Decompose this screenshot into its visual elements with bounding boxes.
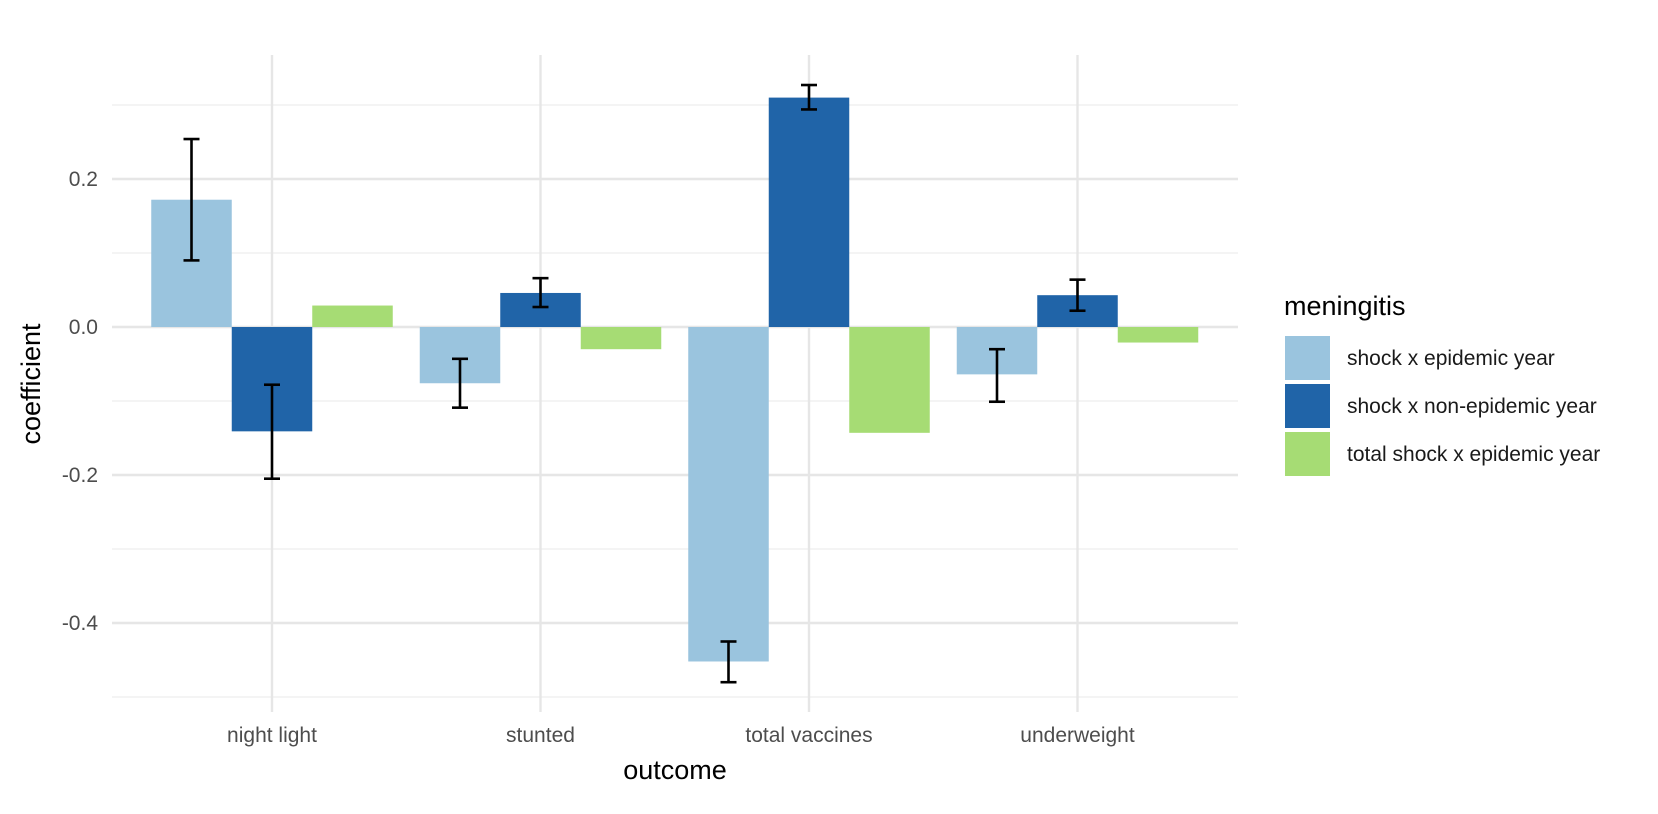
legend-label: shock x non-epidemic year [1347,395,1597,418]
y-axis-ticks: 0.2 0.0 -0.2 -0.4 [62,168,99,635]
x-tick-label: total vaccines [745,724,872,747]
bar [849,327,930,433]
legend-key [1285,432,1330,476]
bar [580,327,662,350]
y-tick-label: 0.2 [69,168,98,191]
legend-key [1285,336,1330,380]
error-bars [183,83,1086,684]
legend-title: meningitis [1284,291,1406,321]
bar [1117,327,1199,343]
legend-label: shock x epidemic year [1347,347,1555,370]
x-tick-label: stunted [506,724,575,747]
x-axis-ticks: night light stunted total vaccines underwei… [227,724,1135,747]
y-tick-label: -0.4 [62,612,99,635]
bar [312,305,393,327]
x-axis-title: outcome [623,755,727,785]
y-tick-label: 0.0 [69,316,98,339]
x-tick-label: underweight [1020,724,1135,747]
y-tick-label: -0.2 [62,464,98,487]
bars [151,97,1199,662]
y-axis-title: coefficient [16,323,46,445]
legend-label: total shock x epidemic year [1347,443,1600,466]
x-tick-label: night light [227,724,317,747]
legend-key [1285,384,1330,428]
bar [768,97,850,327]
legend-items: shock x epidemic year shock x non-epidemi… [1285,336,1600,476]
bar [688,327,769,662]
